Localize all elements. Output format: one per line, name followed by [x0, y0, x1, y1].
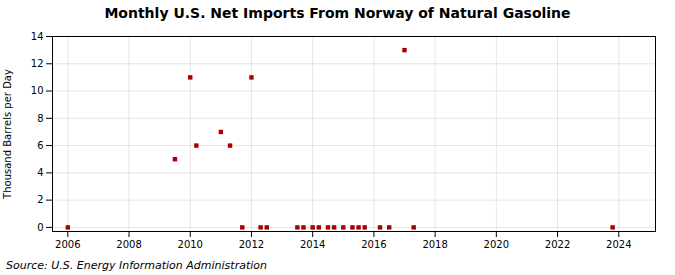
svg-text:2018: 2018: [422, 239, 447, 250]
svg-text:14: 14: [31, 31, 44, 42]
svg-text:4: 4: [37, 167, 43, 178]
svg-text:2006: 2006: [55, 239, 80, 250]
svg-text:2022: 2022: [545, 239, 570, 250]
svg-text:2008: 2008: [116, 239, 141, 250]
svg-text:2020: 2020: [484, 239, 509, 250]
svg-text:2014: 2014: [300, 239, 325, 250]
svg-text:12: 12: [31, 58, 44, 69]
html-text:Monthly U.S. Net Imports From: Monthly U.S. Net Imports From Norway of …: [104, 5, 571, 21]
svg-text:10: 10: [31, 85, 44, 96]
svg-text:6: 6: [37, 140, 43, 151]
svg-text:2010: 2010: [178, 239, 203, 250]
svg-text:2016: 2016: [361, 239, 386, 250]
html-text:Source: U.S. Energy Informatio: Source: U.S. Energy Information Administ…: [6, 259, 267, 272]
svg-text:2024: 2024: [606, 239, 631, 250]
svg-text:8: 8: [37, 113, 43, 124]
svg-text:0: 0: [37, 222, 43, 233]
svg-text:2012: 2012: [239, 239, 264, 250]
svg-text:2: 2: [37, 194, 43, 205]
svg-text:Thousand Barrels per Day: Thousand Barrels per Day: [2, 69, 13, 200]
